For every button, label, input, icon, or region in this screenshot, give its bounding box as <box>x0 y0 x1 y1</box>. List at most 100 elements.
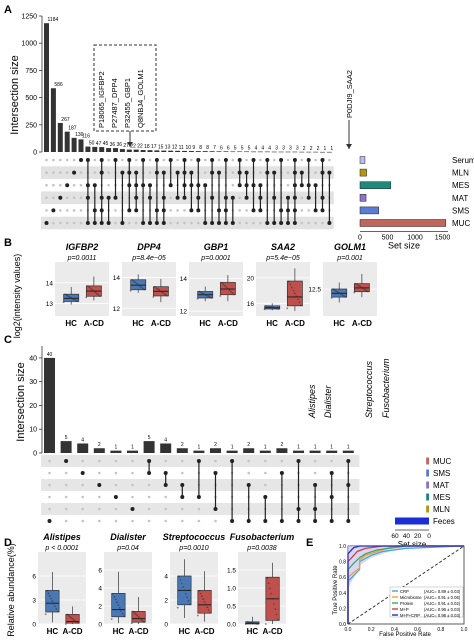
a-bar <box>175 150 181 152</box>
a-bar <box>126 149 132 152</box>
b-y-tick-label: 12 <box>113 306 121 313</box>
a-y-tick-label: 0 <box>33 150 37 157</box>
a-matrix-dot <box>148 171 152 174</box>
a-set-size-bar <box>359 181 392 189</box>
e-y-tick-label: 0.6 <box>339 575 346 581</box>
c-bar <box>226 450 238 453</box>
c-set-size-bar <box>426 457 429 465</box>
panel-a-annotation-box: P18065_IGFBP2 P27487_DPP4 P32455_GBP1 Q8… <box>93 44 354 149</box>
a-matrix-dot <box>162 158 166 162</box>
b-point <box>131 279 134 281</box>
panel-a-label: A <box>4 4 12 16</box>
a-matrix-dot <box>65 196 69 200</box>
d-point <box>202 598 205 600</box>
panel-b-boxplots: 13 14 IGFBP2 p=0.0011 HC A-CD 12 14 DPP4 p=8.4e−0… <box>46 242 377 328</box>
a-matrix-dot <box>245 158 248 162</box>
c-matrix-dot <box>181 519 184 523</box>
a-bar <box>313 151 319 153</box>
a-matrix-dot <box>134 221 138 225</box>
b-point <box>196 297 199 300</box>
a-bar <box>195 151 201 152</box>
c-bar <box>93 448 105 453</box>
a-bar <box>320 151 325 153</box>
a-bar-label: 13 <box>165 145 171 151</box>
a-bar <box>85 146 91 152</box>
d-point <box>51 600 54 603</box>
c-matrix-dot <box>264 471 267 475</box>
a-bar <box>264 151 270 153</box>
panel-b: B log2(intensity values) 13 14 IGFBP2 p=0.0… <box>4 237 377 338</box>
b-pvalue: p=0.001 <box>336 255 363 262</box>
a-matrix-dot <box>72 221 76 225</box>
b-point <box>367 290 369 293</box>
b-group-label: HC <box>199 319 211 328</box>
a-matrix-dot <box>183 209 186 212</box>
a-bar <box>113 148 118 152</box>
b-point <box>295 295 298 298</box>
a-bar <box>326 151 332 153</box>
a-set-tick-label: 500 <box>382 235 394 242</box>
e-legend-auc: (AUC= 0.96 ± 0.03) <box>424 607 461 612</box>
b-point <box>269 306 272 308</box>
a-set-tick-label: 0 <box>358 235 362 242</box>
c-matrix-dot <box>280 459 284 463</box>
b-point <box>300 304 302 307</box>
d-point <box>264 623 267 625</box>
d-y-tick-label: 0 <box>164 622 168 629</box>
panel-b-label: B <box>4 237 12 249</box>
b-point <box>143 288 146 291</box>
a-bar-label: 1 <box>330 146 333 152</box>
c-bar <box>44 357 55 453</box>
a-matrix-dot <box>114 221 117 225</box>
c-set-size-bar <box>426 493 429 501</box>
a-bar <box>230 151 236 153</box>
d-y-tick-label: 6 <box>98 568 102 575</box>
a-bar-label: 2 <box>303 146 306 152</box>
b-point <box>290 286 293 289</box>
a-matrix-dot <box>176 158 179 162</box>
e-y-tick-label: 0.8 <box>339 560 346 566</box>
d-y-tick-label: 3 <box>32 598 36 605</box>
c-matrix-dot <box>47 519 52 523</box>
e-x-tick-label: 0.2 <box>368 627 375 633</box>
a-matrix-dot <box>300 196 304 200</box>
c-bar-label: 1 <box>314 445 317 451</box>
e-legend-name: Protein <box>400 601 414 606</box>
c-matrix-dot <box>98 495 101 499</box>
a-bar <box>140 150 146 152</box>
d-y-tick-label: 0.5 <box>227 604 236 611</box>
c-matrix-dot <box>313 471 317 475</box>
b-point <box>207 295 210 298</box>
a-matrix-dot <box>307 221 311 225</box>
b-point <box>138 285 141 287</box>
a-bar <box>168 150 174 152</box>
c-matrix-dot <box>147 507 151 511</box>
c-matrix-dot <box>131 471 134 475</box>
a-bar-label: 8 <box>199 145 202 151</box>
annotation-gene-saa2: P0DJI9_SAA2 <box>345 70 354 118</box>
c-matrix-dot <box>247 459 250 463</box>
c-matrix-dot <box>181 471 184 475</box>
c-matrix-dot <box>48 483 51 487</box>
d-point <box>209 611 211 614</box>
annotation-dialister: Dialister <box>323 384 333 418</box>
c-matrix-dot <box>130 507 135 511</box>
b-point <box>199 291 202 294</box>
a-bar <box>244 151 250 153</box>
a-matrix-dot <box>176 221 179 225</box>
c-bar <box>193 450 205 453</box>
a-matrix-dot <box>148 158 152 162</box>
e-legend-name: Microbiome <box>400 595 422 600</box>
c-matrix-dot <box>197 519 201 523</box>
c-bar <box>143 441 155 453</box>
c-matrix-dot <box>80 471 85 475</box>
a-matrix-dot <box>45 158 48 162</box>
a-matrix-dot <box>217 158 221 162</box>
c-bar <box>293 450 304 453</box>
c-set-tick-label: 20 <box>414 533 422 540</box>
c-matrix-dot <box>147 519 151 523</box>
c-set-label: Feces <box>433 517 455 526</box>
panel-a-ylabel: Intersection size <box>9 55 21 134</box>
a-bar-label: 2 <box>317 146 320 152</box>
